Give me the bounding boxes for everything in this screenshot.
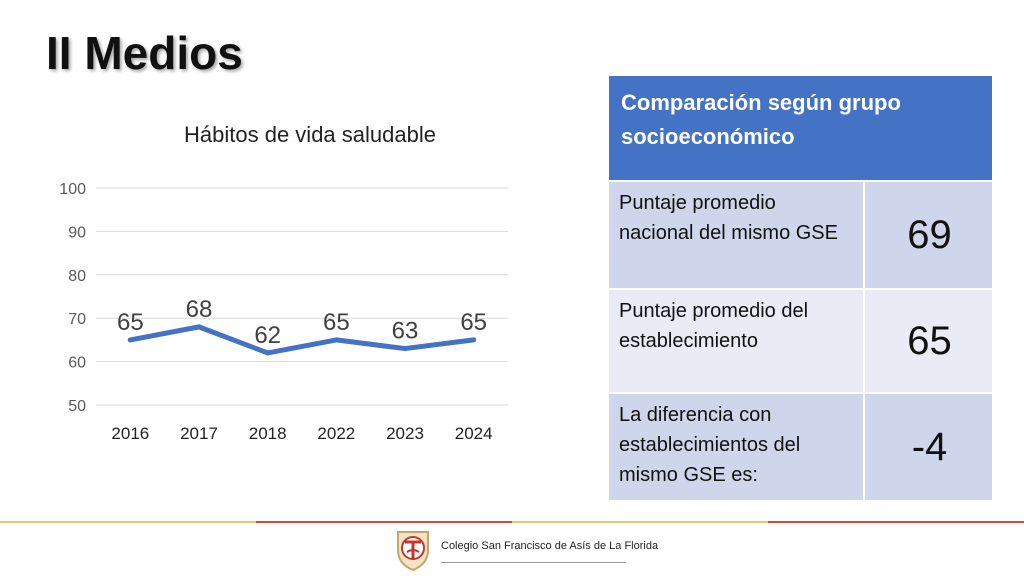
x-tick-label: 2017 bbox=[180, 424, 218, 443]
chart-title: Hábitos de vida saludable bbox=[184, 122, 436, 147]
row-label: Puntaje promedio nacional del mismo GSE bbox=[609, 182, 865, 288]
x-tick-label: 2024 bbox=[455, 424, 493, 443]
y-tick-label: 100 bbox=[59, 181, 86, 198]
data-point bbox=[196, 324, 202, 330]
y-tick-label: 80 bbox=[68, 268, 86, 285]
school-logo-icon bbox=[397, 531, 429, 572]
row-value: -4 bbox=[911, 424, 948, 469]
data-point bbox=[471, 337, 477, 343]
footer-divider bbox=[768, 521, 1024, 523]
data-label: 68 bbox=[186, 296, 213, 323]
school-underline bbox=[441, 562, 626, 563]
y-tick-label: 50 bbox=[68, 398, 86, 415]
row-label: Puntaje promedio del establecimiento bbox=[609, 290, 865, 392]
table-row: La diferencia con establecimientos del m… bbox=[609, 394, 992, 500]
data-label: 65 bbox=[117, 309, 144, 336]
x-tick-label: 2023 bbox=[386, 424, 424, 443]
comparison-table: Comparación según grupo socioeconómico P… bbox=[609, 76, 992, 500]
school-name: Colegio San Francisco de Asís de La Flor… bbox=[441, 540, 659, 552]
y-tick-label: 60 bbox=[68, 355, 86, 372]
x-tick-label: 2022 bbox=[317, 424, 355, 443]
slide-title: II Medios bbox=[46, 27, 243, 79]
data-label: 65 bbox=[323, 309, 350, 336]
line-chart: Hábitos de vida saludable 50 60 70 80 90 100 2… bbox=[30, 110, 530, 460]
data-point bbox=[127, 337, 133, 343]
x-tick-label: 2016 bbox=[111, 424, 149, 443]
footer-divider bbox=[256, 521, 512, 523]
chart-canvas: 50 60 70 80 90 100 2016 2017 2018 2022 2023 2024 65 6… bbox=[59, 181, 508, 443]
y-tick-label: 70 bbox=[68, 311, 86, 328]
series-line bbox=[127, 324, 477, 356]
footer-divider bbox=[0, 521, 256, 523]
table-row: Puntaje promedio del establecimiento 65 bbox=[609, 290, 992, 392]
data-label: 63 bbox=[392, 318, 419, 345]
row-label: La diferencia con establecimientos del m… bbox=[609, 394, 865, 500]
data-label: 65 bbox=[460, 309, 487, 336]
data-point bbox=[265, 350, 271, 356]
data-point bbox=[402, 346, 408, 352]
footer-divider bbox=[512, 521, 768, 523]
x-tick-label: 2018 bbox=[249, 424, 287, 443]
table-row: Puntaje promedio nacional del mismo GSE … bbox=[609, 182, 992, 288]
y-tick-label: 90 bbox=[68, 224, 86, 241]
data-label: 62 bbox=[254, 322, 281, 349]
data-point bbox=[333, 337, 339, 343]
row-value: 69 bbox=[907, 212, 952, 257]
row-value: 65 bbox=[907, 318, 952, 363]
table-header: Comparación según grupo socioeconómico bbox=[609, 76, 992, 180]
